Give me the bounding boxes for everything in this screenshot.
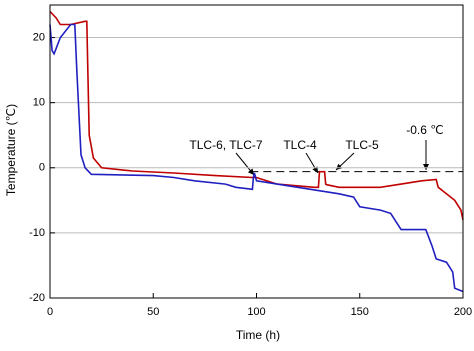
x-tick-label: 150 — [351, 306, 369, 318]
x-tick-label: 0 — [47, 306, 53, 318]
x-tick-label: 200 — [454, 306, 472, 318]
x-tick-label: 100 — [247, 306, 265, 318]
series-line — [49, 23, 464, 293]
series-line — [49, 10, 464, 221]
y-axis-label: Temperature (℃) — [4, 104, 18, 196]
arrow — [305, 152, 319, 174]
y-tick-label: -10 — [29, 227, 45, 239]
y-tick-label: 20 — [33, 31, 45, 43]
x-tick-label: 50 — [147, 306, 159, 318]
reference-label: -0.6 ℃ — [406, 123, 444, 137]
y-tick-label: -20 — [29, 292, 45, 304]
plot-frame — [49, 4, 464, 299]
y-tick-label: 10 — [33, 97, 45, 109]
annotation: TLC-6, TLC-7 — [189, 138, 262, 152]
y-tick-label: 0 — [39, 162, 45, 174]
annotation: TLC-4 — [283, 138, 317, 152]
arrow — [335, 152, 355, 171]
x-axis-label: Time (h) — [236, 328, 280, 342]
annotation: TLC-5 — [345, 138, 379, 152]
